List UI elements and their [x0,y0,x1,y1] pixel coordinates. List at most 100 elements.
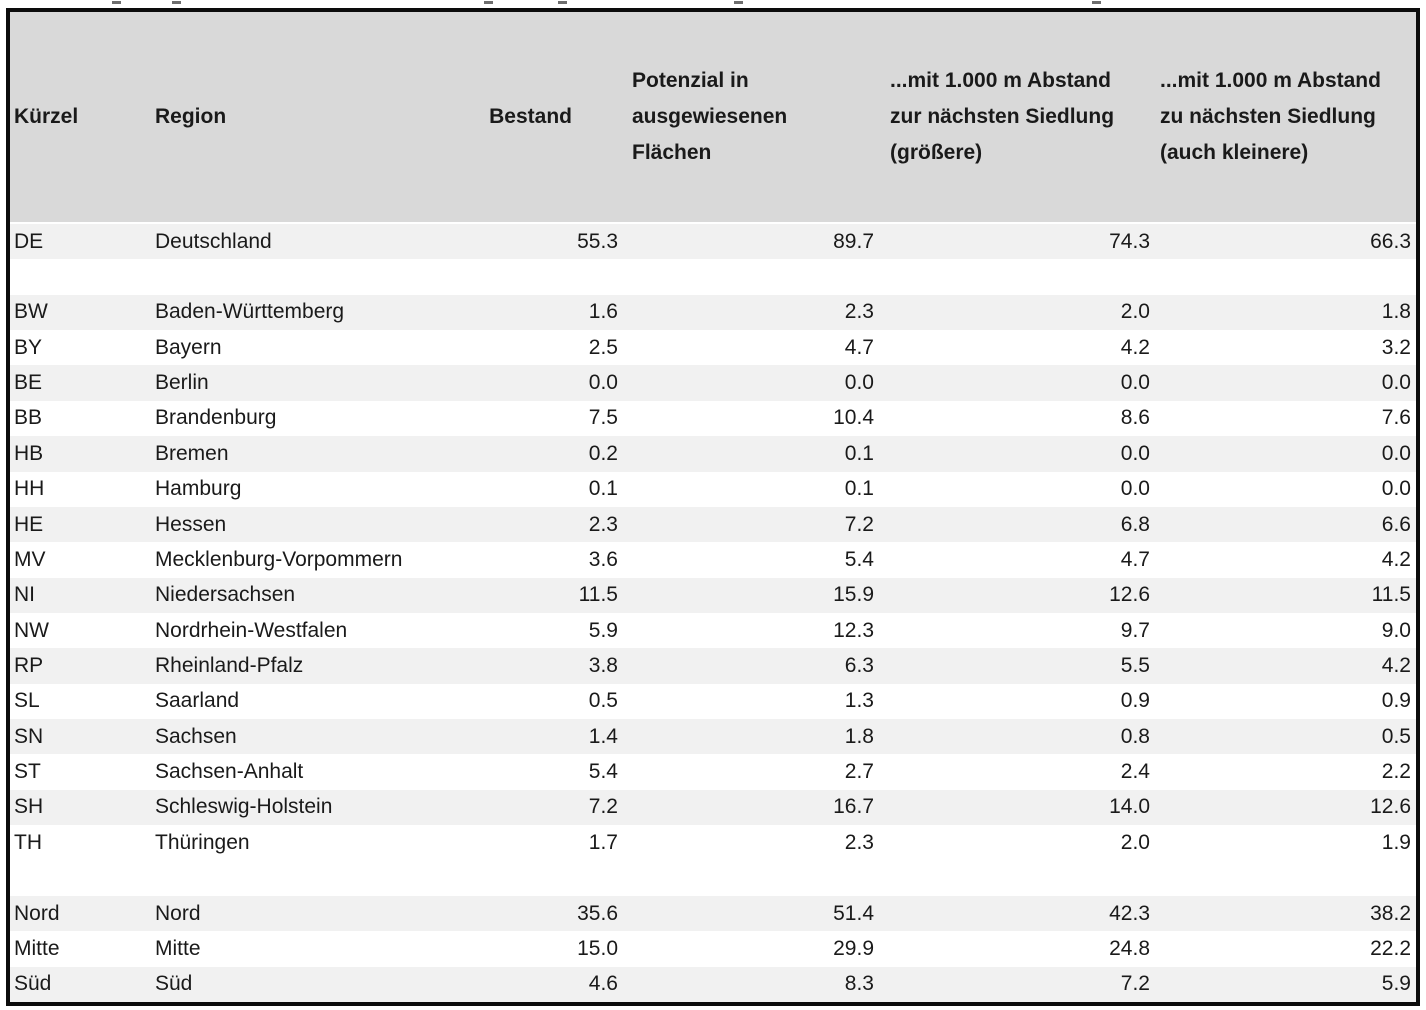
table-row-th: TH Thüringen 1.7 2.3 2.0 1.9 [10,825,1416,861]
cell-potenzial-flaechen: 8.3 [844,972,874,996]
cell-bestand: 11.5 [578,583,618,607]
cell-region: Mitte [155,936,201,960]
cell-potenzial-flaechen: 89.7 [833,229,874,253]
cell-bestand: 55.3 [577,229,618,253]
cell-bestand: 1.6 [588,300,618,324]
cell-potenzial-flaechen: 0.1 [844,477,874,501]
cell-bestand: 35.6 [577,901,618,925]
table-row-nord: Nord Nord 35.6 51.4 42.3 38.2 [10,895,1416,932]
cell-potenzial-flaechen: 0.1 [844,441,874,465]
cell-potenzial-flaechen: 51.4 [833,901,874,925]
table-row-st: ST Sachsen-Anhalt 5.4 2.7 2.4 2.2 [10,754,1416,790]
cell-bestand: 3.8 [588,653,618,677]
cell-region: Hamburg [155,477,242,501]
table-row-mv: MV Mecklenburg-Vorpommern 3.6 5.4 4.7 4.2 [10,542,1416,578]
cell-abstand-groessere-siedlung: 14.0 [1109,795,1150,819]
cell-region: Rheinland-Pfalz [155,653,304,677]
cell-bestand: 3.6 [588,547,618,571]
cell-kuerzel: ST [14,760,41,784]
cell-kuerzel: HE [14,512,44,536]
cell-abstand-groessere-siedlung: 6.8 [1120,512,1150,536]
cell-region: Bayern [155,335,222,359]
cell-abstand-groessere-siedlung: 8.6 [1120,406,1150,430]
table-row-sh: SH Schleswig-Holstein 7.2 16.7 14.0 12.6 [10,789,1416,826]
cell-abstand-kleinere-siedlung: 3.2 [1381,335,1411,359]
cell-abstand-kleinere-siedlung: 22.2 [1370,936,1411,960]
cell-potenzial-flaechen: 1.3 [844,689,874,713]
cell-bestand: 2.5 [588,335,618,359]
cell-bestand: 0.0 [588,371,618,395]
table-body: DE Deutschland 55.3 89.7 74.3 66.3 BW Baden-Wür… [10,224,1416,1002]
cell-abstand-groessere-siedlung: 74.3 [1109,229,1150,253]
cell-abstand-kleinere-siedlung: 11.5 [1371,583,1411,607]
spacer-row [10,259,1416,295]
cell-potenzial-flaechen: 2.3 [844,830,874,854]
cell-abstand-kleinere-siedlung: 0.0 [1381,477,1411,501]
cell-region: Thüringen [155,830,250,854]
cell-region: Mecklenburg-Vorpommern [155,547,403,571]
table-row-mitte: Mitte Mitte 15.0 29.9 24.8 22.2 [10,931,1416,967]
cell-kuerzel: TH [14,830,42,854]
cell-abstand-groessere-siedlung: 4.7 [1120,547,1150,571]
table-row-hh: HH Hamburg 0.1 0.1 0.0 0.0 [10,471,1416,507]
cell-bestand: 1.4 [588,724,618,748]
cell-kuerzel: BY [14,335,43,359]
cell-potenzial-flaechen: 6.3 [844,653,874,677]
table-row-de: DE Deutschland 55.3 89.7 74.3 66.3 [10,224,1416,260]
cell-abstand-kleinere-siedlung: 12.6 [1370,795,1411,819]
remnant-mark [1092,1,1101,4]
cell-region: Sachsen [155,724,237,748]
cell-abstand-kleinere-siedlung: 2.2 [1381,760,1411,784]
cell-abstand-kleinere-siedlung: 66.3 [1370,229,1411,253]
remnant-mark [734,1,743,4]
cell-abstand-kleinere-siedlung: 4.2 [1381,653,1411,677]
cell-abstand-kleinere-siedlung: 7.6 [1381,406,1411,430]
table-row-by: BY Bayern 2.5 4.7 4.2 3.2 [10,330,1416,366]
cell-region: Niedersachsen [155,583,296,607]
cell-bestand: 1.7 [588,830,618,854]
table-row-bb: BB Brandenburg 7.5 10.4 8.6 7.6 [10,400,1416,437]
cell-abstand-kleinere-siedlung: 38.2 [1370,901,1411,925]
cell-abstand-groessere-siedlung: 2.4 [1120,760,1150,784]
cell-abstand-groessere-siedlung: 4.2 [1120,335,1150,359]
cell-abstand-groessere-siedlung: 0.9 [1120,689,1150,713]
cell-kuerzel: SH [14,795,44,819]
cell-kuerzel: HH [14,477,45,501]
table-row-süd: Süd Süd 4.6 8.3 7.2 5.9 [10,966,1416,1002]
column-header-bestand: Bestand [489,105,572,128]
cell-abstand-groessere-siedlung: 42.3 [1109,901,1150,925]
table-row-hb: HB Bremen 0.2 0.1 0.0 0.0 [10,436,1416,472]
remnant-mark [112,1,121,4]
table-row-rp: RP Rheinland-Pfalz 3.8 6.3 5.5 4.2 [10,648,1416,684]
cell-kuerzel: SL [14,689,40,713]
cell-region: Deutschland [155,229,272,253]
cell-bestand: 0.1 [588,477,618,501]
cell-region: Schleswig-Holstein [155,795,333,819]
cell-abstand-kleinere-siedlung: 0.5 [1381,724,1411,748]
cell-abstand-groessere-siedlung: 7.2 [1120,972,1150,996]
cell-kuerzel: Mitte [14,936,60,960]
cell-region: Saarland [155,689,240,713]
cell-potenzial-flaechen: 16.7 [833,795,874,819]
table-header-row: Kürzel Region Bestand Potenzial in ausgewie… [10,12,1416,224]
table-row-ni: NI Niedersachsen 11.5 15.9 12.6 11.5 [10,577,1416,613]
cell-abstand-kleinere-siedlung: 4.2 [1381,547,1411,571]
cell-abstand-kleinere-siedlung: 0.9 [1381,689,1411,713]
cell-abstand-groessere-siedlung: 0.0 [1120,477,1150,501]
cell-bestand: 7.5 [588,406,618,430]
cell-abstand-groessere-siedlung: 2.0 [1120,830,1150,854]
cell-kuerzel: BB [14,406,43,430]
wind-potential-table: Kürzel Region Bestand Potenzial in ausgewie… [6,8,1420,1006]
cell-kuerzel: MV [14,547,46,571]
cell-kuerzel: DE [14,229,44,253]
cell-potenzial-flaechen: 29.9 [833,936,874,960]
cell-potenzial-flaechen: 4.7 [844,335,874,359]
column-header-kuerzel: Kürzel [14,105,79,128]
cell-potenzial-flaechen: 1.8 [844,724,874,748]
cell-abstand-kleinere-siedlung: 0.0 [1381,371,1411,395]
cell-bestand: 0.2 [588,441,618,465]
cell-bestand: 15.0 [577,936,618,960]
table-row-bw: BW Baden-Württemberg 1.6 2.3 2.0 1.8 [10,294,1416,331]
cell-region: Nordrhein-Westfalen [155,618,348,642]
cell-region: Brandenburg [155,406,277,430]
